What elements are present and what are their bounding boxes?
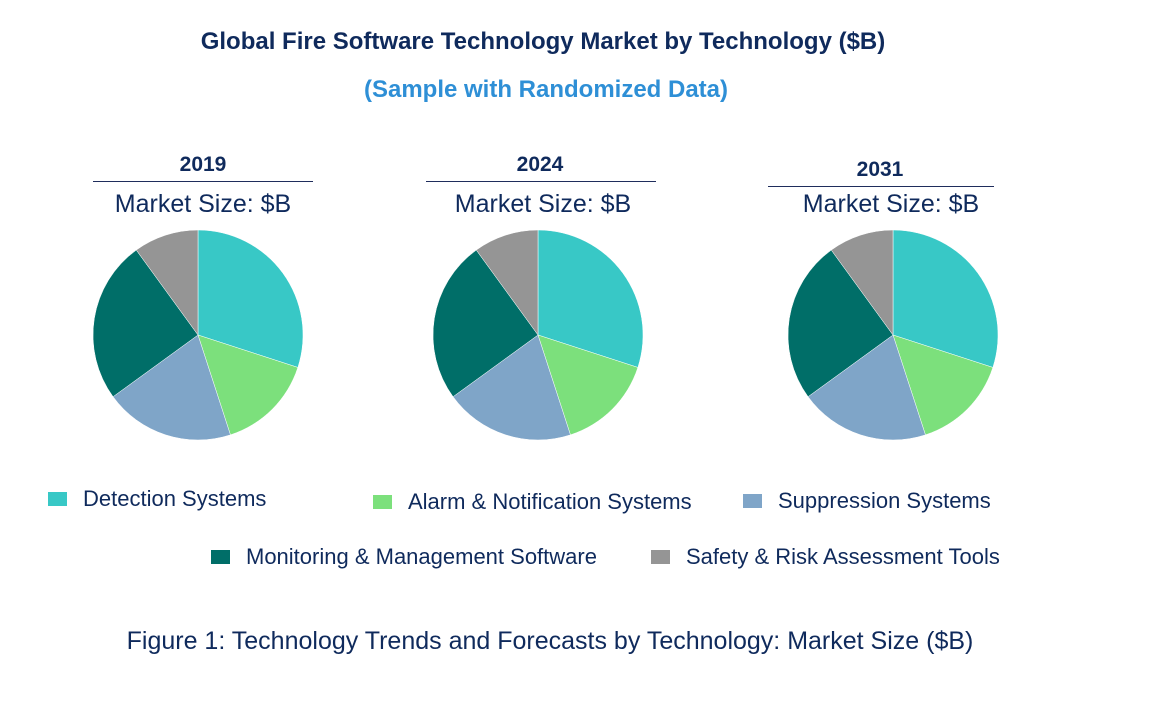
pie-2019-slice-suppression-systems [112,334,231,441]
pie-2024-year: 2024 [516,153,564,176]
pie-2019-slice-monitoring-and-management-software [92,249,199,398]
legend-label-detection: Detection Systems [83,486,267,511]
pie-2024-slice-detection-systems [537,229,644,368]
pie-2031-rule [768,186,994,187]
pie-2019-slice-alarm-and-notification-systems [197,334,299,436]
pie-2019 [92,229,304,441]
legend-swatch-suppression [743,494,762,508]
pie-2024-slice-suppression-systems [452,334,571,441]
pie-2031-slice-monitoring-and-management-software [787,249,894,398]
legend-label-alarm: Alarm & Notification Systems [408,489,692,514]
pie-2031-slice-suppression-systems [807,334,926,441]
chart-subtitle: (Sample with Randomized Data) [363,76,729,103]
legend-swatch-alarm [373,495,392,509]
pie-2019-market-size: Market Size: $B [114,190,292,218]
legend-label-safety: Safety & Risk Assessment Tools [686,544,1000,569]
pie-2019-slice-detection-systems [197,229,304,368]
figure-caption: Figure 1: Technology Trends and Forecast… [126,627,974,655]
pie-2019-slice-safety-and-risk-assessment-tools [135,229,199,336]
legend-item-alarm: Alarm & Notification Systems [373,489,692,515]
legend-item-suppression: Suppression Systems [743,488,991,514]
pie-2024-market-size: Market Size: $B [454,190,632,218]
legend-swatch-safety [651,550,670,564]
legend-item-detection: Detection Systems [48,486,266,512]
pie-2031-slice-detection-systems [892,229,999,368]
chart-title: Global Fire Software Technology Market b… [200,28,886,55]
pie-2024-slice-alarm-and-notification-systems [537,334,639,436]
legend-swatch-monitoring [211,550,230,564]
legend-label-monitoring: Monitoring & Management Software [246,544,597,569]
legend-item-monitoring: Monitoring & Management Software [211,544,597,570]
legend-swatch-detection [48,492,67,506]
pie-2024-slice-monitoring-and-management-software [432,249,539,398]
pie-2031-market-size: Market Size: $B [802,190,980,218]
pie-2024-rule [426,181,656,182]
legend-item-safety: Safety & Risk Assessment Tools [651,544,1000,570]
pie-2031-slice-safety-and-risk-assessment-tools [830,229,894,336]
pie-2024-slice-safety-and-risk-assessment-tools [475,229,539,336]
pie-2031-year: 2031 [856,158,904,181]
pie-2019-rule [93,181,313,182]
pie-2031-slice-alarm-and-notification-systems [892,334,994,436]
legend-label-suppression: Suppression Systems [778,488,991,513]
pie-2024 [432,229,644,441]
pie-2031 [787,229,999,441]
pie-2019-year: 2019 [179,153,227,176]
